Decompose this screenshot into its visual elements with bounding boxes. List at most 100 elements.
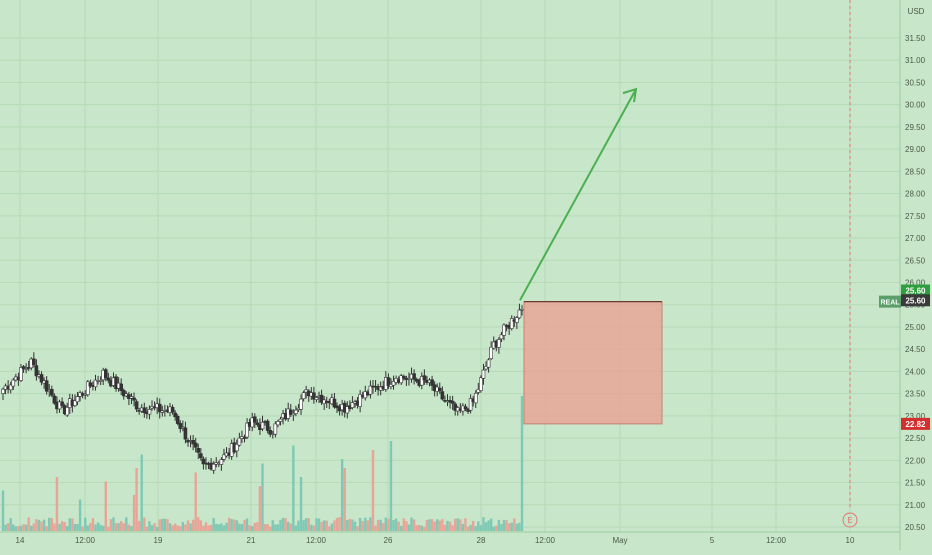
y-tick-label: 22.00 <box>905 456 926 465</box>
volume-bar <box>484 522 488 531</box>
volume-bar <box>58 523 61 531</box>
stop-loss-zone[interactable] <box>523 301 663 425</box>
candle <box>114 374 118 392</box>
volume-bar <box>99 524 102 531</box>
candle <box>93 374 98 391</box>
volume-bar <box>91 518 95 531</box>
x-tick-label: 21 <box>247 536 256 545</box>
volume-bar <box>356 526 359 531</box>
candle <box>44 376 49 395</box>
last-price-label-2: 25.60 <box>905 296 926 305</box>
volume-bar <box>266 524 269 531</box>
volume-bar <box>338 517 341 531</box>
volume-bar <box>489 518 493 531</box>
candle <box>499 331 504 343</box>
volume-bar <box>492 526 495 531</box>
candle <box>437 382 442 394</box>
candle <box>260 415 265 432</box>
volume-bar <box>127 524 131 531</box>
candle <box>345 401 350 419</box>
volume-bar <box>235 520 239 531</box>
y-axis-background <box>900 0 932 550</box>
volume-bar <box>497 519 501 531</box>
candle <box>65 402 70 417</box>
y-tick-label: 26.00 <box>905 279 926 288</box>
x-tick-label: 26 <box>384 536 393 545</box>
y-tick-label: 31.50 <box>905 34 926 43</box>
volume-bar <box>114 523 118 531</box>
volume-bar <box>269 526 272 531</box>
volume-bar <box>453 518 457 531</box>
volume-bar <box>353 521 357 531</box>
x-tick-label: 28 <box>477 536 486 545</box>
volume-bar <box>135 468 138 531</box>
volume-bar <box>433 521 436 531</box>
volume-bar <box>513 518 516 531</box>
volume-bar <box>322 520 326 531</box>
candle <box>21 365 26 373</box>
volume-bar <box>394 518 398 531</box>
volume-bar <box>384 517 388 531</box>
y-tick-label: 23.00 <box>905 412 926 421</box>
volume-bar <box>412 519 416 531</box>
candle <box>73 394 77 408</box>
earnings-marker[interactable] <box>842 512 858 528</box>
candle <box>129 393 134 405</box>
x-tick-label: 5 <box>710 536 715 545</box>
volume-bar <box>238 523 241 531</box>
volume-bar <box>297 520 300 531</box>
volume-bar <box>81 526 84 531</box>
x-tick-label: 19 <box>154 536 163 545</box>
volume-bar <box>161 518 164 531</box>
candle <box>134 399 139 413</box>
candle <box>319 389 324 405</box>
candle <box>119 378 123 396</box>
volume-bar <box>86 525 89 531</box>
candle <box>402 374 406 381</box>
volume-bar <box>84 517 87 531</box>
volume-bar <box>40 521 43 531</box>
volume-bar <box>279 519 282 531</box>
candle <box>103 367 108 382</box>
y-tick-label: 24.50 <box>905 345 926 354</box>
last-price-label-bg <box>901 284 930 297</box>
candle <box>273 421 278 438</box>
candle <box>476 382 481 395</box>
candle <box>486 358 491 373</box>
y-tick-label: 27.00 <box>905 234 926 243</box>
volume-bar <box>19 525 23 531</box>
volume-bar <box>30 525 33 531</box>
volume-bar <box>276 524 280 531</box>
volume-bar <box>186 520 190 531</box>
volume-bar <box>451 525 454 531</box>
candle <box>291 409 296 422</box>
volume-bar <box>173 523 177 531</box>
volume-bar <box>12 524 15 531</box>
x-tick-label: 12:00 <box>766 536 787 545</box>
candle <box>106 372 111 384</box>
volume-bar <box>153 523 156 531</box>
candle <box>98 376 103 386</box>
volume-bar <box>361 521 364 531</box>
volume-bar <box>209 524 213 531</box>
volume-bar <box>197 517 200 531</box>
volume-bar <box>448 521 452 531</box>
volume-bar <box>436 519 439 531</box>
volume-bar <box>109 519 113 531</box>
candle <box>132 392 136 407</box>
volume-bar <box>240 524 244 531</box>
candle <box>463 403 468 411</box>
last-price-label-2-bg <box>901 294 930 307</box>
volume-bar <box>263 524 267 531</box>
x-tick-label: 12:00 <box>535 536 556 545</box>
volume-bar <box>364 517 367 531</box>
candle <box>50 385 54 398</box>
target-arrow[interactable] <box>519 88 637 301</box>
volume-bar <box>495 525 498 531</box>
candle <box>515 316 519 330</box>
volume-bar <box>317 518 321 531</box>
drawings[interactable]: E <box>519 0 858 528</box>
